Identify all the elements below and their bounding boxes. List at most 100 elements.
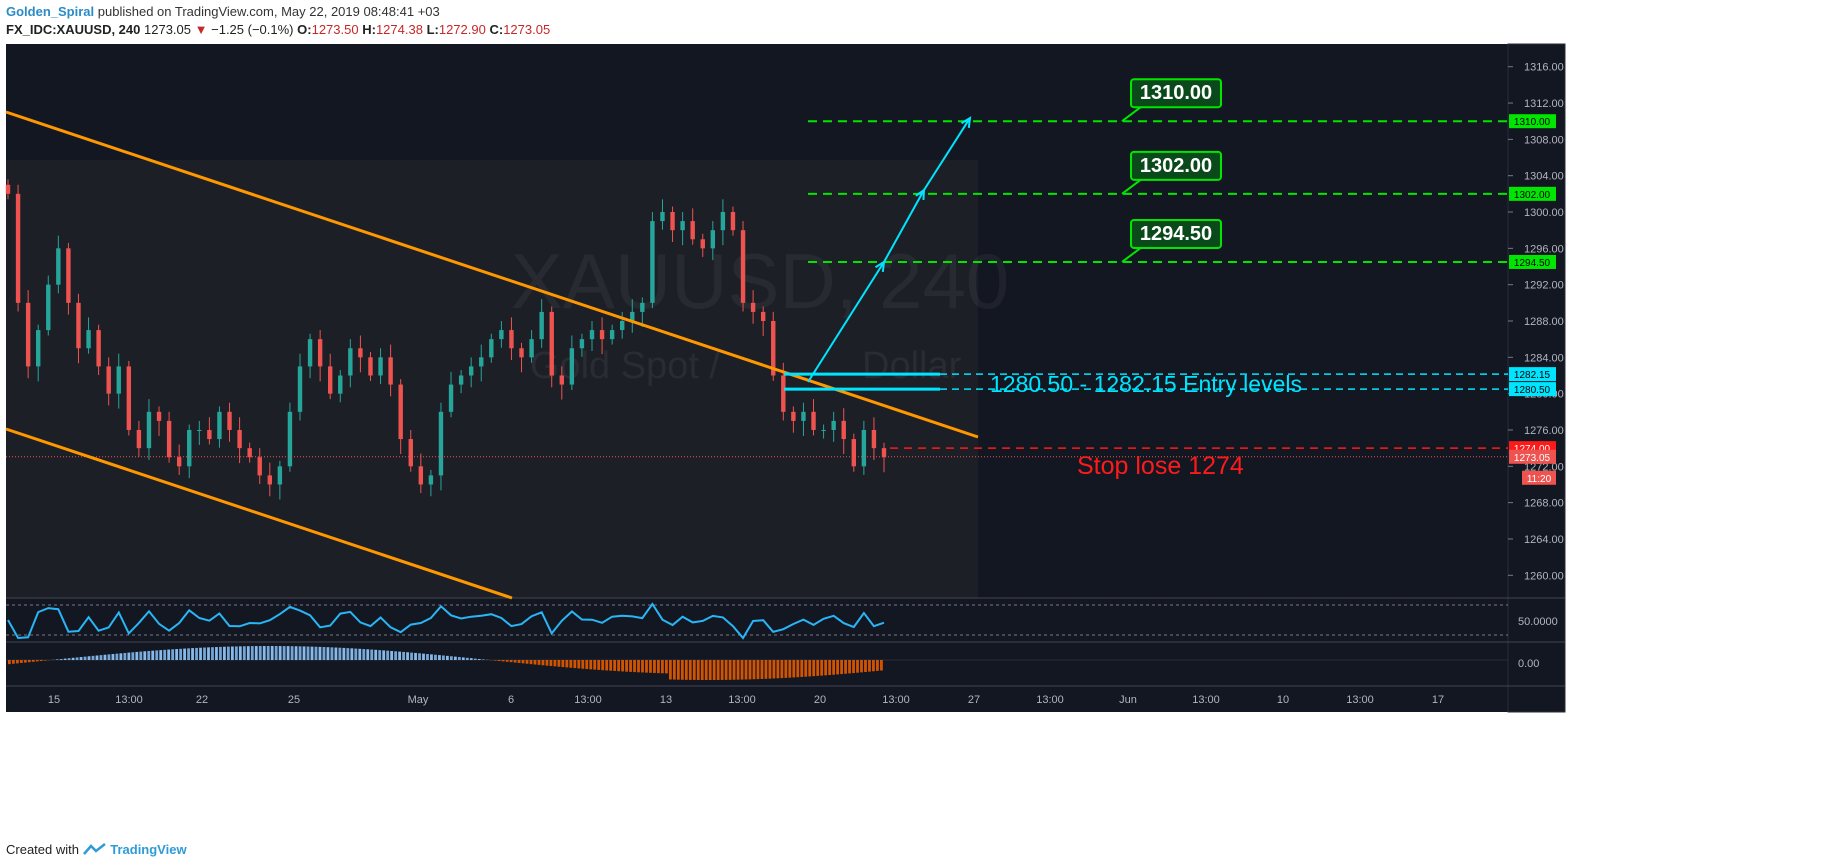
publish-info: published on TradingView.com, May 22, 20… <box>97 4 440 19</box>
macd-bar <box>434 654 437 660</box>
macd-bar <box>473 658 477 660</box>
macd-bar <box>748 660 752 680</box>
candle-body <box>287 411 293 467</box>
macd-bar <box>306 646 310 660</box>
candle-body <box>801 411 806 421</box>
macd-bar <box>844 660 847 674</box>
y-tick-label: 1288.00 <box>1524 316 1564 328</box>
candle-body <box>116 366 121 394</box>
entry-axis-badge <box>1509 367 1556 382</box>
macd-bar <box>71 657 75 660</box>
macd-bar <box>509 660 513 663</box>
macd-bar <box>310 646 314 660</box>
macd-bar <box>135 651 139 660</box>
candle-body <box>861 429 867 467</box>
rsi-line <box>7 602 885 640</box>
macd-bar <box>215 647 218 660</box>
macd-bar <box>155 650 159 660</box>
macd-bar <box>852 660 855 674</box>
candle-body <box>227 411 232 430</box>
macd-bar <box>119 653 123 660</box>
macd-bar <box>103 654 107 660</box>
macd-bar <box>716 660 720 680</box>
macd-bar <box>23 660 27 663</box>
author-name[interactable]: Golden_Spiral <box>6 4 95 19</box>
high-label: H: <box>362 22 376 37</box>
candle-body <box>670 212 675 231</box>
candle-body <box>781 375 786 412</box>
y-tick-label: 1292.00 <box>1524 280 1564 292</box>
candle-body <box>720 212 726 231</box>
candle-body <box>458 375 464 385</box>
callout-pointer <box>1121 246 1143 263</box>
candle-body <box>811 411 816 430</box>
watermark-desc-right: Dollar <box>862 345 962 387</box>
macd-bar <box>449 656 453 660</box>
entry-axis-label: 1282.15 <box>1514 370 1551 381</box>
candle-body <box>166 420 172 458</box>
last-price-badge <box>1509 449 1556 464</box>
tradingview-brand[interactable]: TradingView <box>110 842 187 857</box>
candle-body <box>760 311 766 321</box>
macd-bar <box>242 646 246 660</box>
macd-bar <box>207 647 210 660</box>
target-callout-label: 1310.00 <box>1140 82 1212 104</box>
entry-axis-badge <box>1509 382 1556 397</box>
macd-bar <box>63 658 67 660</box>
high-value: 1274.38 <box>375 22 423 37</box>
macd-bar <box>517 660 521 663</box>
macd-bar <box>712 660 716 680</box>
countdown-badge <box>1522 470 1556 485</box>
macd-bar <box>322 647 326 660</box>
chart-footer: Created with TradingView <box>0 836 1828 864</box>
macd-bar <box>19 660 23 663</box>
macd-bar <box>688 660 692 680</box>
symbol-label[interactable]: FX_IDC:XAUUSD, 240 <box>6 22 141 37</box>
macd-bar <box>533 660 537 665</box>
candle-body <box>36 330 41 367</box>
macd-bar <box>848 660 851 674</box>
macd-bar <box>756 660 760 680</box>
macd-bar <box>477 658 481 660</box>
x-tick-label: Jun <box>1119 694 1137 706</box>
macd-bar <box>382 650 386 660</box>
macd-bar <box>167 649 171 660</box>
macd-scale-label: 0.00 <box>1518 658 1539 670</box>
macd-bar <box>159 650 163 660</box>
y-tick-label: 1312.00 <box>1524 98 1564 110</box>
y-tick-label: 1308.00 <box>1524 134 1564 146</box>
macd-bar <box>557 660 561 667</box>
macd-bar <box>262 646 266 660</box>
macd-bar <box>728 660 732 680</box>
macd-bar <box>465 657 469 660</box>
x-tick-label: 10 <box>1277 694 1289 706</box>
candle-body <box>630 311 635 321</box>
macd-bar <box>828 660 832 676</box>
macd-bar <box>708 660 712 680</box>
candle-body <box>821 429 826 431</box>
macd-bar <box>796 660 800 678</box>
macd-bar <box>302 646 306 660</box>
macd-bar <box>234 646 238 660</box>
macd-bar <box>601 660 605 671</box>
projection-arrow-segment <box>923 117 971 191</box>
candle-body <box>428 475 434 485</box>
macd-bar <box>537 660 541 665</box>
macd-bar <box>83 656 87 660</box>
macd-bar <box>430 654 433 660</box>
macd-bar <box>645 660 648 673</box>
y-tick-label: 1300.00 <box>1524 207 1564 219</box>
candle-body <box>156 411 162 421</box>
projection-arrowhead-icon <box>960 116 972 129</box>
macd-bar <box>720 660 724 680</box>
macd-bar <box>55 659 59 660</box>
macd-bar <box>541 660 545 666</box>
macd-bar <box>338 647 342 660</box>
macd-bar <box>457 657 461 660</box>
macd-bar <box>414 652 417 660</box>
open-label: O: <box>297 22 312 37</box>
macd-bar <box>593 660 597 670</box>
candle-body <box>740 230 746 303</box>
candle-body <box>307 339 313 367</box>
